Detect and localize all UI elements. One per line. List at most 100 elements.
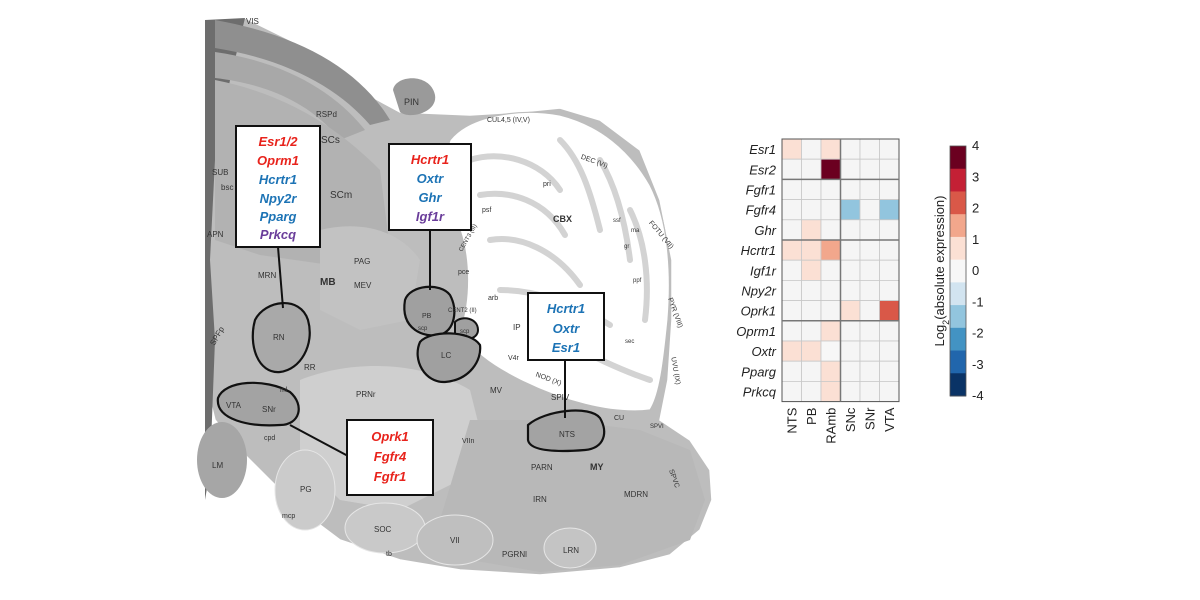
colorbar-segment [950, 214, 966, 238]
label-cpd: cpd [264, 435, 275, 442]
colorbar-tick-label: -1 [972, 294, 984, 309]
colorbar-segment [950, 350, 966, 374]
heatmap-row-label: Fgfr1 [746, 183, 776, 198]
label-viin: VIIn [462, 438, 475, 445]
heatmap-cell [879, 380, 900, 402]
label-scs: SCs [321, 135, 340, 146]
heatmap-cell [879, 279, 900, 301]
label-scp2: scp [460, 329, 470, 335]
colorbar-tick-label: 3 [972, 169, 979, 184]
heatmap-column-label: PB [804, 408, 819, 425]
colorbar: 4 3 2 1 0 -1 -2 -3 -4 Log2(absolute expression) [932, 138, 984, 403]
gene-label: Hcrtr1 [547, 301, 585, 316]
colorbar-tick-label: 0 [972, 263, 979, 278]
heatmap-cell [859, 178, 880, 200]
heatmap-row-label: Oprk1 [741, 304, 776, 319]
colorbar-tick-label: 4 [972, 138, 979, 153]
heatmap-cell [820, 340, 841, 362]
scs-band [215, 52, 365, 140]
heatmap-row-label: Pparg [741, 364, 776, 379]
heatmap-cell [859, 219, 880, 241]
heatmap-row-label: Esr2 [749, 162, 777, 177]
heatmap-cell [801, 320, 822, 342]
heatmap-cell [879, 199, 900, 221]
heatmap-cell [781, 158, 802, 180]
gene-label: Oxtr [553, 321, 581, 336]
heatmap-cell [781, 279, 802, 301]
heatmap-column-label: NTS [785, 407, 800, 433]
heatmap-cell [781, 178, 802, 200]
colorbar-tick-label: -2 [972, 326, 984, 341]
label-prnr: PRNr [356, 390, 376, 399]
heatmap-column-label: VTA [882, 407, 897, 432]
heatmap-cell [801, 360, 822, 382]
heatmap-cell [840, 199, 861, 221]
label-cu: CU [614, 415, 624, 422]
label-pin: PIN [404, 97, 419, 107]
lm-region [197, 422, 247, 498]
heatmap-cell [820, 138, 841, 160]
heatmap-cell [840, 158, 861, 180]
heatmap-cell [840, 178, 861, 200]
label-rr: RR [304, 363, 316, 372]
heatmap-cell [781, 219, 802, 241]
label-v4r: V4r [508, 355, 520, 362]
label-cent2: CENT2 (II) [448, 308, 477, 314]
heatmap-cell [840, 360, 861, 382]
heatmap-cell [781, 239, 802, 261]
pb-outline [403, 285, 456, 337]
heatmap-cell [840, 320, 861, 342]
heatmap-cell [879, 360, 900, 382]
label-tb: tb [386, 551, 392, 558]
gene-label: Oprm1 [257, 153, 299, 168]
colorbar-label: Log2(absolute expression) [932, 195, 951, 346]
label-scp: scp [418, 326, 428, 332]
label-spvi: SPVI [650, 424, 664, 430]
gene-label: Npy2r [260, 191, 298, 206]
lrn-region [543, 527, 597, 569]
label-lrn: LRN [563, 546, 579, 555]
label-vii: VII [450, 536, 460, 545]
heatmap-cell [879, 178, 900, 200]
heatmap-cell [859, 239, 880, 261]
heatmap-cell [801, 380, 822, 402]
label-sec: sec [625, 339, 634, 345]
heatmap-row-label: Oxtr [751, 344, 776, 359]
label-arb: arb [488, 295, 498, 302]
label-rn: RN [273, 333, 285, 342]
heatmap-cell [859, 158, 880, 180]
heatmap-cell [781, 340, 802, 362]
heatmap-cell [859, 380, 880, 402]
pag-region [320, 226, 420, 330]
heatmap-column-label: SNc [843, 407, 858, 432]
heatmap-row-label: Oprm1 [736, 324, 776, 339]
heatmap-cell [781, 360, 802, 382]
colorbar-segment [950, 191, 966, 215]
label-mb: MB [320, 277, 336, 288]
heatmap-row-label: Npy2r [741, 284, 776, 299]
label-ppf: ppf [633, 278, 642, 284]
nts-outline [526, 409, 606, 453]
heatmap-cell [781, 380, 802, 402]
heatmap-cell [840, 300, 861, 322]
heatmap-cell [840, 219, 861, 241]
gene-box-nts: Hcrtr1 Oxtr Esr1 [527, 292, 605, 361]
heatmap-cell [801, 239, 822, 261]
gene-label: Hcrtr1 [411, 152, 449, 167]
label-psf: psf [482, 207, 491, 214]
label-spiv: SPIV [551, 393, 570, 402]
gene-label: Oprk1 [371, 429, 409, 444]
heatmap-cell [801, 279, 822, 301]
label-parn: PARN [531, 463, 553, 472]
heatmap-cell [820, 300, 841, 322]
heatmap-cell [859, 279, 880, 301]
heatmap-cell [820, 158, 841, 180]
heatmap-cell [820, 199, 841, 221]
heatmap-cell [859, 259, 880, 281]
label-nts: NTS [559, 430, 575, 439]
gene-label: Hcrtr1 [259, 172, 297, 187]
label-pag: PAG [354, 257, 370, 266]
heatmap-column-label: RAmb [824, 408, 839, 444]
heatmap-cell [781, 138, 802, 160]
heatmap-cell [820, 259, 841, 281]
